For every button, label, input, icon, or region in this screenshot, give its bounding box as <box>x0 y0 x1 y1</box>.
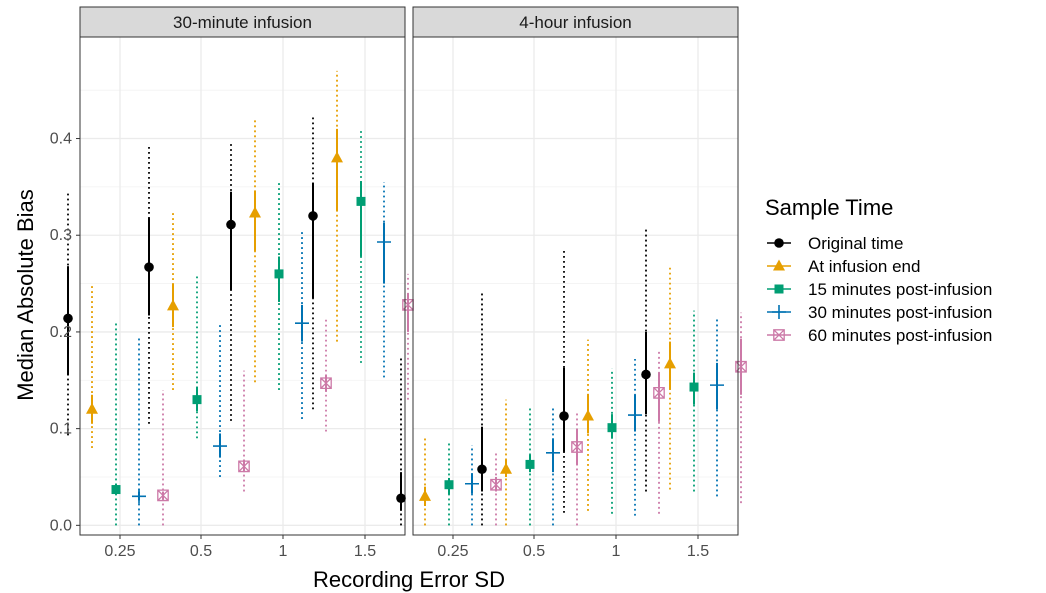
median-point <box>525 459 535 469</box>
median-point <box>295 316 309 331</box>
legend-key-marker <box>773 329 785 341</box>
y-tick-label: 0.1 <box>50 421 72 438</box>
y-axis-title: Median Absolute Bias <box>13 189 38 401</box>
median-point <box>546 445 560 460</box>
median-point <box>132 489 146 504</box>
median-point <box>144 262 154 272</box>
legend-key-marker <box>774 284 784 294</box>
median-point <box>607 423 617 433</box>
median-point <box>192 395 202 405</box>
panel-title: 4-hour infusion <box>519 13 631 32</box>
legend-key-marker <box>772 305 786 319</box>
x-tick-label: 1 <box>612 543 621 560</box>
category-group <box>641 227 747 504</box>
median-point <box>331 151 343 163</box>
y-tick-label: 0.0 <box>50 517 72 534</box>
y-tick-label: 0.4 <box>50 131 72 148</box>
panel-strip <box>79 6 406 38</box>
category-group <box>226 117 332 432</box>
panel-1: 30-minute infusion 0.25 0.5 1 1.5 <box>63 6 414 560</box>
median-point <box>356 196 366 206</box>
median-point <box>86 402 98 414</box>
median-point <box>653 387 665 399</box>
panel-border <box>79 36 406 536</box>
median-point <box>465 476 479 491</box>
median-point <box>396 493 406 504</box>
category-group <box>477 290 583 526</box>
median-point <box>320 377 332 390</box>
x-tick-label: 0.5 <box>190 543 212 560</box>
median-point <box>167 299 179 311</box>
median-point <box>111 485 121 495</box>
legend-label: At infusion end <box>808 257 920 276</box>
median-point <box>477 464 487 475</box>
x-tick-label: 1 <box>279 543 288 560</box>
legend-item: At infusion end <box>767 257 920 276</box>
median-point <box>689 382 699 392</box>
legend-label: 30 minutes post-infusion <box>808 303 992 322</box>
median-point <box>582 409 594 421</box>
x-axis-title: Recording Error SD <box>313 567 505 592</box>
median-point <box>571 441 583 453</box>
x-tick-label: 1.5 <box>354 543 376 560</box>
median-point <box>249 206 261 218</box>
legend-item: Original time <box>767 234 903 253</box>
category-group <box>559 247 665 516</box>
panel-2: 4-hour infusion 0.25 0.5 1 1.5 <box>396 6 747 560</box>
legend: Sample Time Original time At infusion end… <box>765 195 992 345</box>
legend-item: 60 minutes post-infusion <box>767 326 992 345</box>
legend-label: 15 minutes post-infusion <box>808 280 992 299</box>
legend-key-marker <box>773 259 785 271</box>
median-point <box>157 489 169 502</box>
category-group <box>308 70 414 410</box>
median-point <box>490 478 502 491</box>
x-tick-label: 0.5 <box>523 543 545 560</box>
median-point <box>628 408 642 423</box>
panel-title: 30-minute infusion <box>173 13 312 32</box>
category-group <box>63 191 169 526</box>
x-tick-label: 0.25 <box>437 543 468 560</box>
median-point <box>559 411 569 421</box>
legend-item: 15 minutes post-infusion <box>767 280 992 299</box>
legend-title: Sample Time <box>765 195 893 220</box>
median-point <box>238 460 250 473</box>
legend-label: Original time <box>808 234 903 253</box>
legend-item: 30 minutes post-infusion <box>767 303 992 322</box>
median-point <box>444 480 454 490</box>
y-tick-label: 0.3 <box>50 227 72 244</box>
median-point <box>664 357 676 369</box>
category-group <box>396 356 502 526</box>
median-point <box>377 235 391 250</box>
legend-key-marker <box>774 238 784 248</box>
x-tick-label: 0.25 <box>104 543 135 560</box>
category-group <box>144 146 250 492</box>
median-point <box>710 378 724 393</box>
y-tick-label: 0.2 <box>50 324 72 341</box>
median-point <box>63 313 73 324</box>
panel-strip <box>412 6 739 38</box>
panel-border <box>412 36 739 536</box>
median-point <box>213 439 227 454</box>
legend-label: 60 minutes post-infusion <box>808 326 992 345</box>
median-point <box>226 219 236 230</box>
median-point <box>308 211 318 221</box>
median-point <box>641 369 651 380</box>
median-point <box>500 462 512 474</box>
median-point <box>274 269 284 279</box>
median-point <box>419 489 431 501</box>
x-tick-label: 1.5 <box>687 543 709 560</box>
